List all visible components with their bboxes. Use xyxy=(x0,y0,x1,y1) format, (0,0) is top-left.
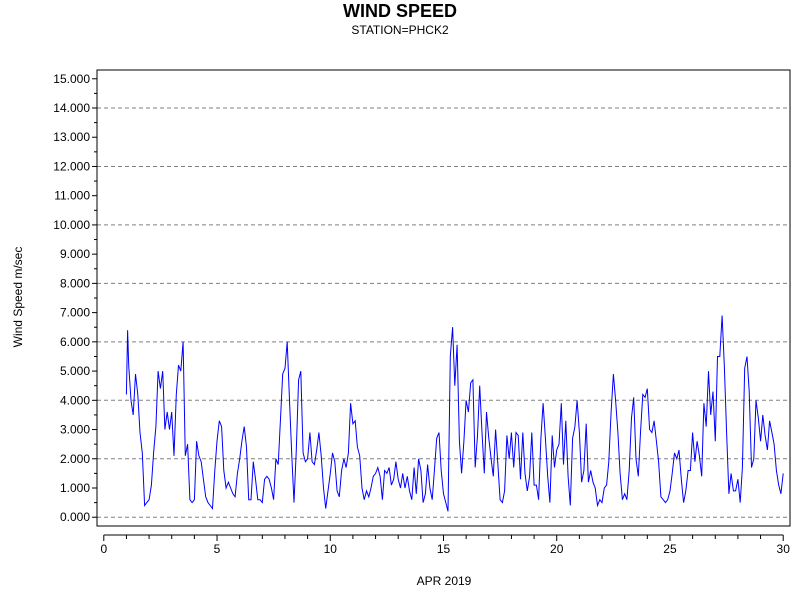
y-tick-label: 13.000 xyxy=(53,130,90,144)
y-tick-label: 1.000 xyxy=(60,481,90,495)
y-tick-label: 2.000 xyxy=(60,452,90,466)
x-axis-label: APR 2019 xyxy=(417,574,472,588)
wind-speed-line xyxy=(125,315,784,512)
y-tick-label: 8.000 xyxy=(60,276,90,290)
grid-lines xyxy=(97,107,790,518)
y-tick-label: 14.000 xyxy=(53,101,90,115)
y-tick-label: 10.000 xyxy=(53,218,90,232)
x-tick-label: 15 xyxy=(437,542,451,556)
chart-subtitle: STATION=PHCK2 xyxy=(351,23,449,37)
y-tick-label: 5.000 xyxy=(60,364,90,378)
y-axis: 0.000 1.000 2.000 3.000 4.000 5.000 6.000 7.000… xyxy=(53,72,97,524)
y-tick-label: 12.000 xyxy=(53,159,90,173)
chart-title: WIND SPEED xyxy=(342,1,457,21)
x-tick-label: 10 xyxy=(324,542,338,556)
y-tick-label: 0.000 xyxy=(60,510,90,524)
y-tick-label: 15.000 xyxy=(53,72,90,86)
y-tick-label: 3.000 xyxy=(60,423,90,437)
x-tick-label: 30 xyxy=(777,542,791,556)
y-tick-label: 9.000 xyxy=(60,247,90,261)
x-tick-label: 0 xyxy=(100,542,107,556)
y-axis-label: Wind Speed m/sec xyxy=(11,247,25,348)
y-tick-label: 6.000 xyxy=(60,335,90,349)
y-tick-label: 4.000 xyxy=(60,393,90,407)
y-tick-label: 7.000 xyxy=(60,306,90,320)
x-tick-label: 5 xyxy=(214,542,221,556)
x-tick-label: 20 xyxy=(550,542,564,556)
x-tick-label: 25 xyxy=(663,542,677,556)
plot-frame xyxy=(96,69,791,527)
x-axis: 0 5 10 15 20 25 30 xyxy=(100,534,791,556)
y-tick-label: 11.000 xyxy=(54,189,90,203)
